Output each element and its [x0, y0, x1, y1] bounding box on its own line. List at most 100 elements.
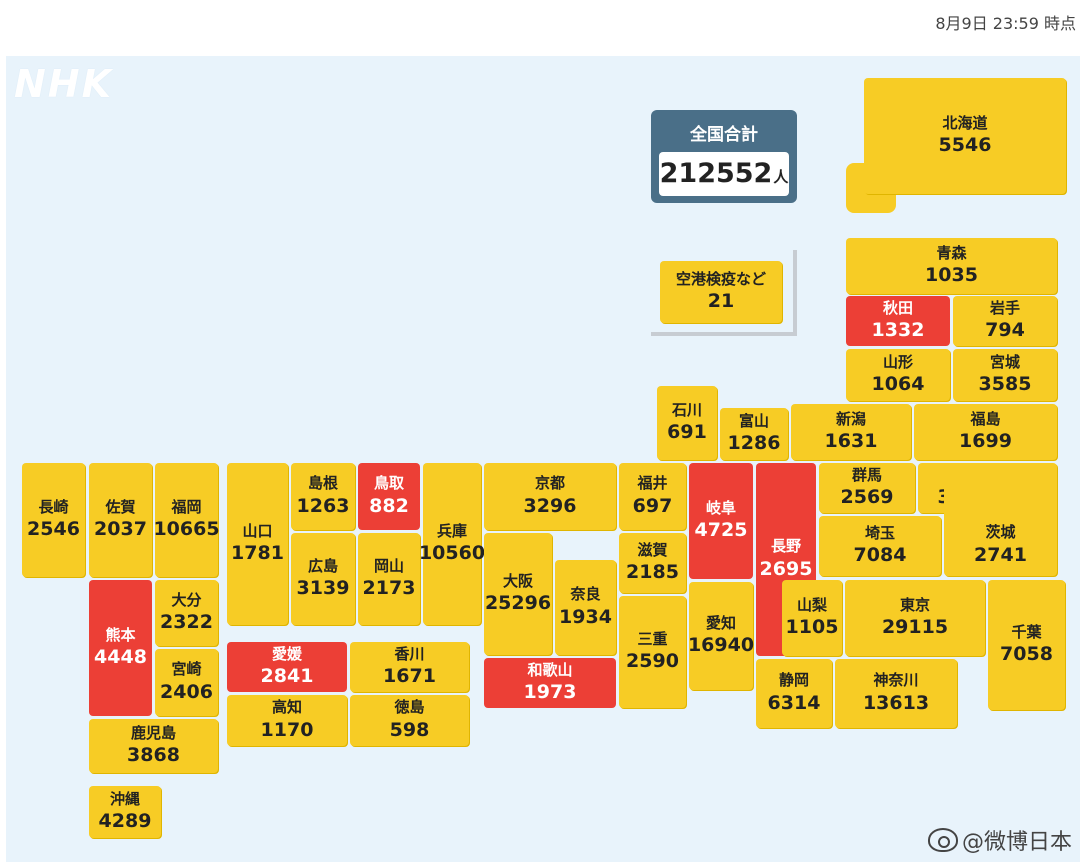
pref-kagoshima[interactable]: 鹿児島 3868	[89, 719, 218, 773]
pref-value: 21	[707, 290, 735, 313]
pref-value: 4725	[694, 519, 748, 542]
pref-mie[interactable]: 三重 2590	[619, 596, 686, 708]
pref-value: 3585	[978, 373, 1032, 396]
pref-hokkaido[interactable]: 北海道 5546	[864, 78, 1066, 194]
pref-ibaraki[interactable]: 茨城 2741	[944, 463, 1057, 576]
pref-tokushima[interactable]: 徳島 598	[350, 695, 469, 746]
pref-niigata[interactable]: 新潟 1631	[791, 404, 911, 460]
airport-frame	[651, 250, 797, 336]
pref-ehime[interactable]: 愛媛 2841	[227, 642, 347, 692]
pref-name: 福井	[637, 474, 668, 493]
pref-name: 埼玉	[864, 523, 895, 542]
pref-yamanashi[interactable]: 山梨 1105	[782, 580, 842, 656]
pref-value: 2569	[840, 486, 894, 509]
pref-kumamoto[interactable]: 熊本 4448	[89, 580, 152, 716]
pref-value: 2185	[626, 561, 679, 584]
pref-value: 2741	[974, 543, 1027, 566]
pref-yamaguchi[interactable]: 山口 1781	[227, 463, 288, 625]
pref-value: 1263	[296, 494, 350, 517]
pref-value: 1332	[871, 319, 925, 342]
pref-value: 1934	[559, 605, 612, 628]
pref-value: 2037	[94, 518, 147, 541]
pref-name: 広島	[307, 556, 338, 575]
pref-value: 29115	[881, 616, 949, 639]
pref-name: 滋賀	[637, 540, 668, 559]
pref-value: 7084	[853, 544, 907, 567]
pref-name: 香川	[394, 644, 425, 663]
national-total-label: 全国合計	[690, 125, 758, 145]
pref-osaka[interactable]: 大阪 25296	[484, 533, 552, 655]
pref-name: 神奈川	[873, 671, 919, 690]
pref-miyagi[interactable]: 宮城 3585	[953, 349, 1057, 401]
pref-name: 岡山	[373, 556, 404, 575]
pref-kochi[interactable]: 高知 1170	[227, 695, 347, 746]
pref-kyoto[interactable]: 京都 3296	[484, 463, 616, 530]
pref-value: 2841	[260, 665, 314, 688]
pref-name: 秋田	[882, 298, 913, 317]
pref-name: 大分	[171, 590, 202, 609]
pref-aomori[interactable]: 青森 1035	[846, 238, 1057, 294]
pref-name: 茨城	[985, 523, 1016, 542]
pref-name: 愛知	[705, 613, 736, 632]
pref-toyama[interactable]: 富山 1286	[720, 408, 788, 460]
pref-gunma[interactable]: 群馬 2569	[819, 463, 915, 513]
pref-miyazaki[interactable]: 宮崎 2406	[155, 649, 218, 716]
pref-name: 岐阜	[705, 498, 736, 517]
pref-fukushima[interactable]: 福島 1699	[914, 404, 1057, 460]
pref-saga[interactable]: 佐賀 2037	[89, 463, 152, 577]
pref-nagasaki[interactable]: 長崎 2546	[22, 463, 85, 577]
pref-name: 空港検疫など	[675, 269, 766, 288]
pref-aichi[interactable]: 愛知 16940	[687, 582, 755, 690]
pref-value: 1699	[959, 430, 1012, 453]
pref-value: 1631	[824, 430, 878, 453]
national-total-value-box: 212552 人	[659, 152, 789, 196]
pref-hyogo[interactable]: 兵庫 10560	[419, 463, 485, 625]
pref-name: 北海道	[942, 113, 988, 132]
pref-tokyo[interactable]: 東京 29115	[845, 580, 985, 656]
pref-value: 3139	[296, 577, 350, 600]
pref-chiba[interactable]: 千葉 7058	[988, 580, 1065, 710]
pref-gifu[interactable]: 岐阜 4725	[689, 463, 753, 579]
pref-iwate[interactable]: 岩手 794	[953, 296, 1057, 346]
pref-value: 1064	[871, 373, 925, 396]
pref-name: 兵庫	[436, 521, 467, 540]
pref-kanagawa[interactable]: 神奈川 13613	[835, 659, 957, 728]
pref-hiroshima[interactable]: 広島 3139	[291, 533, 355, 625]
pref-fukui[interactable]: 福井 697	[619, 463, 686, 530]
pref-value: 4448	[94, 646, 147, 669]
pref-oita[interactable]: 大分 2322	[155, 580, 218, 646]
pref-kagawa[interactable]: 香川 1671	[350, 642, 469, 692]
pref-okayama[interactable]: 岡山 2173	[358, 533, 420, 625]
pref-value: 697	[632, 494, 673, 517]
pref-value: 3296	[523, 494, 577, 517]
pref-name: 熊本	[105, 625, 136, 644]
pref-value: 794	[985, 319, 1025, 342]
pref-saitama[interactable]: 埼玉 7084	[819, 516, 941, 576]
pref-shizuoka[interactable]: 静岡 6314	[756, 659, 832, 728]
pref-name: 山梨	[796, 595, 827, 614]
pref-value: 10665	[153, 518, 220, 541]
pref-airport-quarantine[interactable]: 空港検疫など 21	[660, 261, 782, 323]
pref-value: 1781	[231, 542, 284, 565]
pref-value: 4289	[98, 810, 152, 833]
pref-value: 2695	[759, 557, 813, 580]
pref-yamagata[interactable]: 山形 1064	[846, 349, 950, 401]
pref-tottori[interactable]: 鳥取 882	[358, 463, 420, 530]
pref-shimane[interactable]: 島根 1263	[291, 463, 355, 530]
pref-value: 16940	[687, 634, 755, 657]
pref-value: 1170	[260, 718, 314, 741]
pref-value: 1105	[785, 616, 839, 639]
pref-value: 5546	[938, 134, 992, 157]
pref-akita[interactable]: 秋田 1332	[846, 296, 950, 346]
pref-wakayama[interactable]: 和歌山 1973	[484, 658, 616, 708]
pref-fukuoka[interactable]: 福岡 10665	[153, 463, 220, 577]
pref-okinawa[interactable]: 沖縄 4289	[89, 786, 161, 838]
pref-name: 島根	[307, 474, 338, 493]
pref-shiga[interactable]: 滋賀 2185	[619, 533, 686, 593]
pref-name: 京都	[534, 474, 565, 493]
pref-ishikawa[interactable]: 石川 691	[657, 386, 717, 460]
national-total-value: 212552	[659, 158, 773, 189]
pref-name: 千葉	[1011, 622, 1042, 641]
pref-nara[interactable]: 奈良 1934	[555, 560, 616, 655]
pref-name: 徳島	[394, 698, 425, 717]
